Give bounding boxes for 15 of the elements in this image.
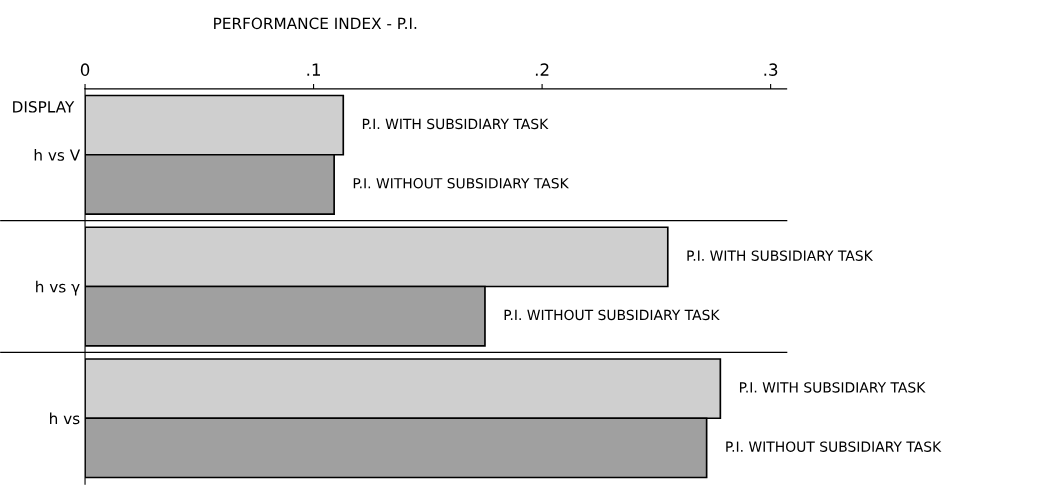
x-tick-label: .1	[307, 63, 320, 76]
x-tick-label: .3	[764, 63, 778, 76]
y-tick-label: h vs	[50, 412, 80, 425]
chart-title: PERFORMANCE INDEX - P.I.	[214, 17, 417, 30]
x-tick-label: 0	[80, 63, 90, 76]
y-axis-title: DISPLAY	[13, 101, 75, 113]
series-label: P.I. WITHOUT SUBSIDIARY TASK	[353, 177, 569, 189]
text: P.I. WITHOUT SUBSIDIARY TASK	[504, 309, 720, 321]
text: P.I. WITH SUBSIDIARY TASK	[362, 118, 549, 130]
y-tick-label: h vs γ	[36, 280, 80, 296]
x-tick-label: .2	[535, 63, 549, 76]
y-tick-label: h vs V	[34, 148, 81, 161]
series-label: P.I. WITH SUBSIDIARY TASK	[687, 250, 874, 261]
text: P.I. WITHOUT SUBSIDIARY TASK	[726, 441, 942, 452]
text: P.I. WITH SUBSIDIARY TASK	[739, 382, 926, 393]
